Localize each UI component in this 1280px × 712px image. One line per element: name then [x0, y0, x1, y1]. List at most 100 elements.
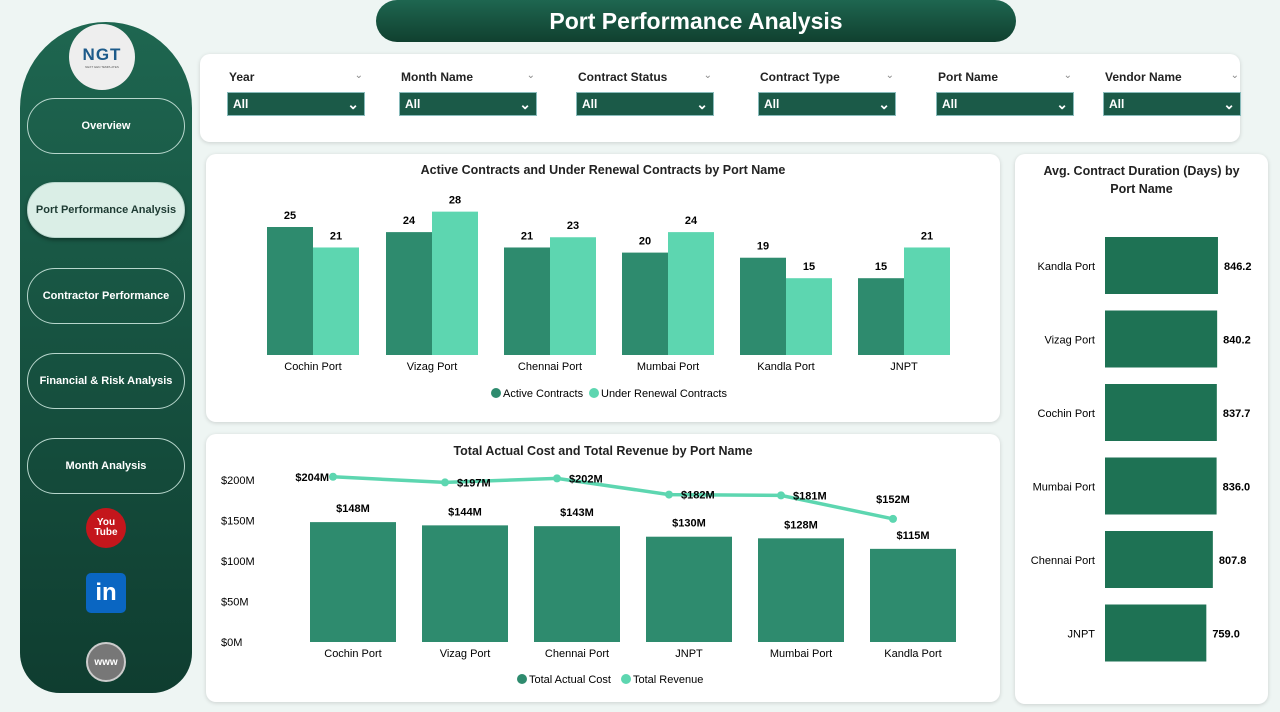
chevron-down-icon[interactable]: ⌄ [526, 70, 535, 81]
bar-renewal [550, 237, 596, 355]
y-tick-label: $100M [221, 556, 255, 568]
linkedin-icon[interactable]: in [86, 573, 126, 613]
filter-dropdown[interactable]: All ⌄ [1103, 92, 1241, 116]
filter-dropdown[interactable]: All ⌄ [758, 92, 896, 116]
bar-duration [1105, 384, 1217, 441]
bar-duration [1105, 457, 1217, 515]
x-tick-label: Vizag Port [440, 648, 491, 660]
bar-active [267, 227, 313, 355]
bar-renewal [432, 211, 478, 355]
cost-revenue-chart: Total Actual Cost and Total Revenue by P… [206, 434, 1000, 702]
data-label: $148M [336, 503, 370, 515]
data-label: $152M [876, 494, 910, 506]
x-tick-label: JNPT [890, 361, 918, 373]
filter-dropdown[interactable]: All ⌄ [936, 92, 1074, 116]
filter-year: Year ⌄ All ⌄ [227, 70, 365, 116]
filter-dropdown[interactable]: All ⌄ [399, 92, 537, 116]
chevron-down-icon[interactable]: ⌄ [703, 70, 712, 81]
x-tick-label: Mumbai Port [770, 648, 832, 660]
revenue-point [777, 491, 785, 500]
bar-cost [534, 526, 620, 642]
bar-duration [1105, 237, 1218, 294]
data-label: 21 [921, 230, 933, 242]
data-label: 19 [757, 241, 769, 253]
x-tick-label: Chennai Port [545, 648, 609, 660]
y-tick-label: $200M [221, 475, 255, 487]
chevron-down-icon[interactable]: ⌄ [885, 70, 894, 81]
bar-active [504, 247, 550, 355]
data-label: 837.7 [1223, 408, 1251, 420]
globe-icon[interactable]: www [86, 642, 126, 682]
revenue-point [329, 472, 337, 481]
bar-cost [758, 538, 844, 642]
filter-value: All [233, 97, 249, 111]
data-label: 846.2 [1224, 261, 1252, 273]
chevron-down-icon: ⌄ [519, 95, 531, 112]
filter-contract-status: Contract Status ⌄ All ⌄ [576, 70, 714, 116]
data-label: $143M [560, 507, 594, 519]
data-label: 15 [803, 261, 815, 273]
bar-duration [1105, 604, 1207, 662]
data-label: 25 [284, 210, 296, 222]
data-label: 759.0 [1212, 629, 1240, 641]
y-tick-label: $50M [221, 597, 249, 609]
chart-title: Avg. Contract Duration (Days) by Port Na… [1043, 164, 1240, 196]
filter-label: Contract Type [760, 70, 840, 84]
nav-port-performance-analysis[interactable]: Port Performance Analysis [27, 182, 185, 238]
filter-value: All [942, 97, 958, 111]
y-tick-label: Chennai Port [1031, 555, 1095, 567]
nav-financial-risk-analysis[interactable]: Financial & Risk Analysis [27, 353, 185, 409]
logo: NGT NEXT GEN TEMPLATES [69, 24, 135, 90]
legend-label: Total Actual Cost [529, 674, 611, 686]
bar-cost [870, 548, 956, 642]
youtube-icon[interactable]: You Tube [86, 508, 126, 548]
data-label: 20 [639, 236, 651, 248]
data-label: $128M [784, 519, 818, 531]
bar-active [386, 232, 432, 355]
chevron-down-icon[interactable]: ⌄ [1230, 70, 1239, 81]
contracts-chart: Active Contracts and Under Renewal Contr… [206, 154, 1000, 422]
chevron-down-icon[interactable]: ⌄ [1063, 70, 1072, 81]
data-label: 24 [403, 215, 416, 227]
x-tick-label: Mumbai Port [637, 361, 699, 373]
data-label: 24 [685, 215, 698, 227]
bar-renewal [668, 232, 714, 355]
data-label: 840.2 [1223, 335, 1251, 347]
revenue-point [441, 478, 449, 487]
chevron-down-icon[interactable]: ⌄ [354, 70, 363, 81]
y-tick-label: JNPT [1068, 629, 1096, 641]
bar-cost [310, 522, 396, 642]
data-label: 21 [330, 230, 342, 242]
chevron-down-icon: ⌄ [1056, 95, 1068, 112]
data-label: 15 [875, 261, 887, 273]
nav-month-analysis[interactable]: Month Analysis [27, 438, 185, 494]
filter-label: Year [229, 70, 255, 84]
filter-dropdown[interactable]: All ⌄ [227, 92, 365, 116]
data-label: 807.8 [1219, 555, 1247, 567]
filter-label: Port Name [938, 70, 999, 84]
sidebar: NGT NEXT GEN TEMPLATES Overview Port Perfo… [20, 22, 192, 693]
legend-marker [517, 674, 527, 684]
filter-value: All [582, 97, 598, 111]
nav-overview[interactable]: Overview [27, 98, 185, 154]
x-tick-label: Cochin Port [284, 361, 341, 373]
data-label: 21 [521, 230, 533, 242]
duration-chart: Avg. Contract Duration (Days) by Port Na… [1015, 154, 1268, 704]
data-label: $204M [295, 472, 329, 484]
chevron-down-icon: ⌄ [696, 95, 708, 112]
y-tick-label: Cochin Port [1038, 408, 1095, 420]
data-label: $202M [569, 473, 603, 485]
nav-contractor-performance[interactable]: Contractor Performance [27, 268, 185, 324]
y-tick-label: Vizag Port [1044, 335, 1095, 347]
y-tick-label: $150M [221, 516, 255, 528]
y-tick-label: Mumbai Port [1033, 482, 1095, 494]
data-label: $182M [681, 490, 715, 502]
data-label: $115M [896, 530, 929, 542]
chevron-down-icon: ⌄ [878, 95, 890, 112]
revenue-point [665, 490, 673, 499]
filter-dropdown[interactable]: All ⌄ [576, 92, 714, 116]
filter-panel: Year ⌄ All ⌄ Month Name ⌄ All ⌄ Contract Statu… [200, 54, 1241, 142]
legend-label: Active Contracts [503, 388, 584, 400]
bar-duration [1105, 310, 1218, 368]
data-label: $144M [448, 506, 482, 518]
